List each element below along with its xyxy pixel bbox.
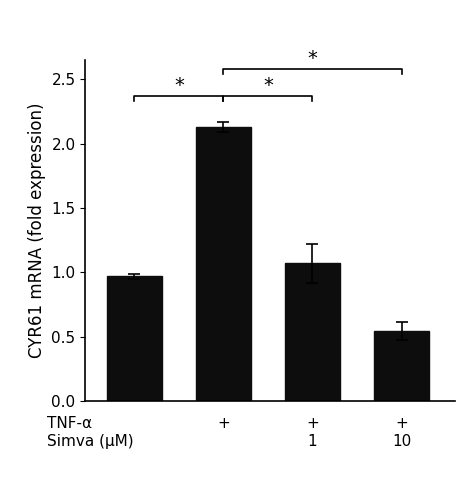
Bar <box>374 331 429 401</box>
Text: +: + <box>395 416 408 431</box>
Bar <box>107 276 162 401</box>
Text: 1: 1 <box>308 434 317 449</box>
Text: +: + <box>217 416 230 431</box>
Text: +: + <box>306 416 319 431</box>
Text: Simva (μM): Simva (μM) <box>47 434 134 449</box>
Text: TNF-α: TNF-α <box>47 416 92 431</box>
Text: 10: 10 <box>392 434 411 449</box>
Bar <box>285 263 340 401</box>
Text: *: * <box>263 76 273 95</box>
Y-axis label: CYR61 mRNA (fold expression): CYR61 mRNA (fold expression) <box>28 103 46 358</box>
Text: *: * <box>308 49 318 68</box>
Text: *: * <box>174 76 184 95</box>
Bar <box>196 127 251 401</box>
